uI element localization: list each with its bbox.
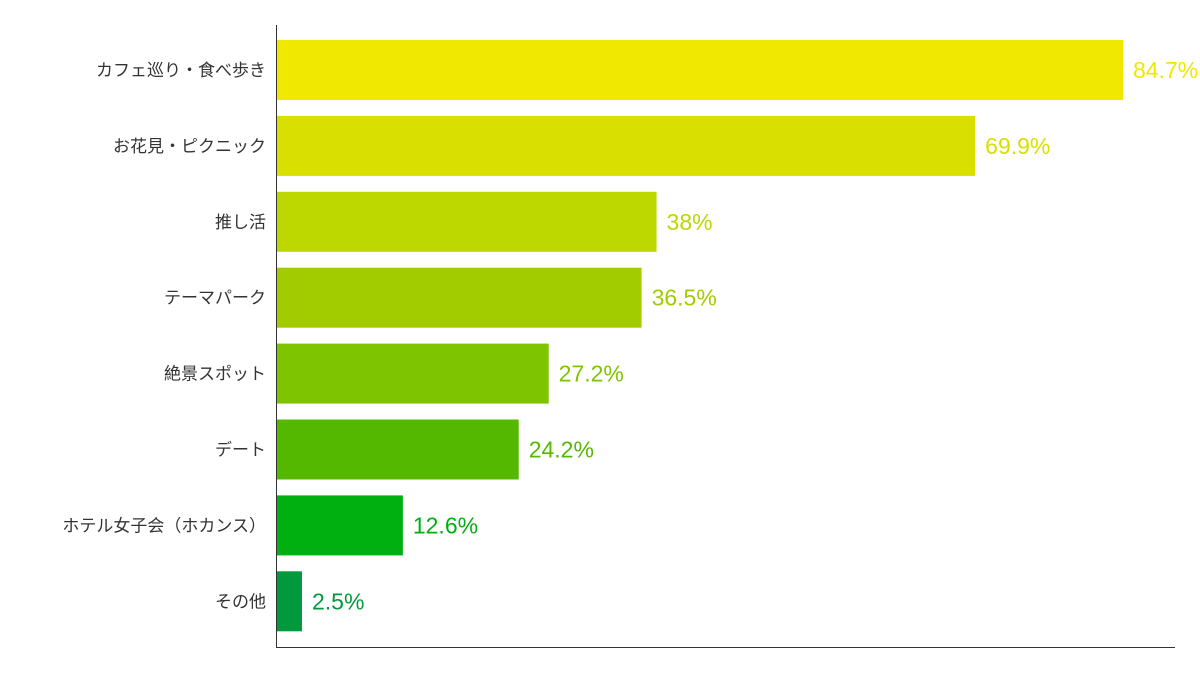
value-label-7: 2.5%	[312, 588, 364, 614]
bar-7	[277, 571, 302, 632]
value-label-2: 38%	[667, 209, 713, 235]
value-label-0: 84.7%	[1133, 57, 1198, 83]
bar-4	[277, 343, 549, 404]
bar-0	[277, 40, 1123, 100]
value-label-3: 36.5%	[652, 285, 717, 311]
value-label-5: 24.2%	[529, 437, 594, 463]
category-label-6: ホテル女子会（ホカンス）	[62, 516, 266, 536]
bar-5	[277, 419, 519, 480]
value-label-1: 69.9%	[985, 133, 1050, 159]
bar-6	[277, 495, 403, 556]
category-label-7: その他	[215, 592, 266, 612]
category-label-3: テーマパーク	[164, 289, 266, 309]
category-label-4: 絶景スポット	[164, 365, 266, 385]
value-label-6: 12.6%	[413, 512, 478, 538]
labels-layer: カフェ巡り・食べ歩き 84.7% お花見・ピクニック 69.9% 推し活 38% テーマパー…	[62, 57, 1198, 614]
bars-layer	[277, 40, 1123, 632]
category-label-2: 推し活	[215, 213, 266, 233]
bar-1	[277, 115, 976, 176]
bar-3	[277, 267, 642, 328]
bar-2	[277, 191, 657, 252]
category-label-5: デート	[215, 440, 266, 461]
category-label-1: お花見・ピクニック	[113, 137, 266, 157]
value-label-4: 27.2%	[559, 361, 624, 387]
category-label-0: カフェ巡り・食べ歩き	[96, 61, 266, 81]
